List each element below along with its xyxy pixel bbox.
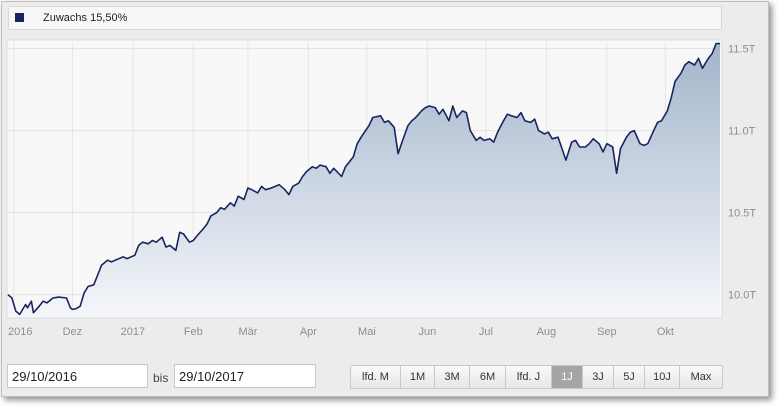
range-button-3m[interactable]: 3M	[435, 366, 470, 388]
x-tick-label: Apr	[300, 326, 317, 338]
x-tick-label: Dez	[63, 326, 83, 338]
legend-swatch	[15, 13, 24, 22]
date-from-input[interactable]: 29/10/2016	[7, 364, 148, 388]
chart-legend: Zuwachs 15,50%	[8, 6, 722, 30]
x-tick-label: 2017	[121, 326, 145, 338]
x-tick-label: Mai	[358, 326, 376, 338]
area-fill	[8, 43, 720, 316]
range-button-1m[interactable]: 1M	[401, 366, 435, 388]
range-button-group: lfd. M 1M 3M 6M lfd. J 1J 3J 5J 10J Max	[350, 365, 723, 389]
x-tick-label: Feb	[184, 326, 203, 338]
range-button-5j[interactable]: 5J	[614, 366, 645, 388]
x-tick-label: Jun	[419, 326, 437, 338]
y-tick-label: 10.5T	[728, 208, 756, 220]
x-axis: 2016 Dez 2017 Feb Mär Apr Mai Jun Jul Aug Sep Okt	[8, 326, 674, 338]
x-tick-label: Sep	[597, 326, 617, 338]
x-tick-label: Mär	[238, 326, 257, 338]
x-tick-label: Jul	[479, 326, 493, 338]
x-tick-label: 2016	[8, 326, 32, 338]
range-button-lfd-j[interactable]: lfd. J	[506, 366, 552, 388]
range-button-1j[interactable]: 1J	[552, 366, 583, 388]
legend-label: Zuwachs 15,50%	[43, 12, 128, 24]
x-tick-label: Okt	[657, 326, 674, 338]
date-range-separator: bis	[153, 371, 169, 385]
y-tick-label: 10.0T	[728, 290, 756, 302]
range-button-10j[interactable]: 10J	[645, 366, 680, 388]
range-button-3j[interactable]: 3J	[583, 366, 614, 388]
x-tick-label: Aug	[537, 326, 557, 338]
series-line	[7, 42, 720, 316]
y-tick-label: 11.5T	[728, 44, 756, 56]
range-button-6m[interactable]: 6M	[470, 366, 506, 388]
date-to-input[interactable]: 29/10/2017	[174, 364, 316, 388]
y-tick-label: 11.0T	[728, 126, 756, 138]
y-axis: 10.0T 10.5T 11.0T 11.5T	[728, 44, 756, 302]
range-button-max[interactable]: Max	[680, 366, 722, 388]
range-button-lfd-m[interactable]: lfd. M	[351, 366, 401, 388]
